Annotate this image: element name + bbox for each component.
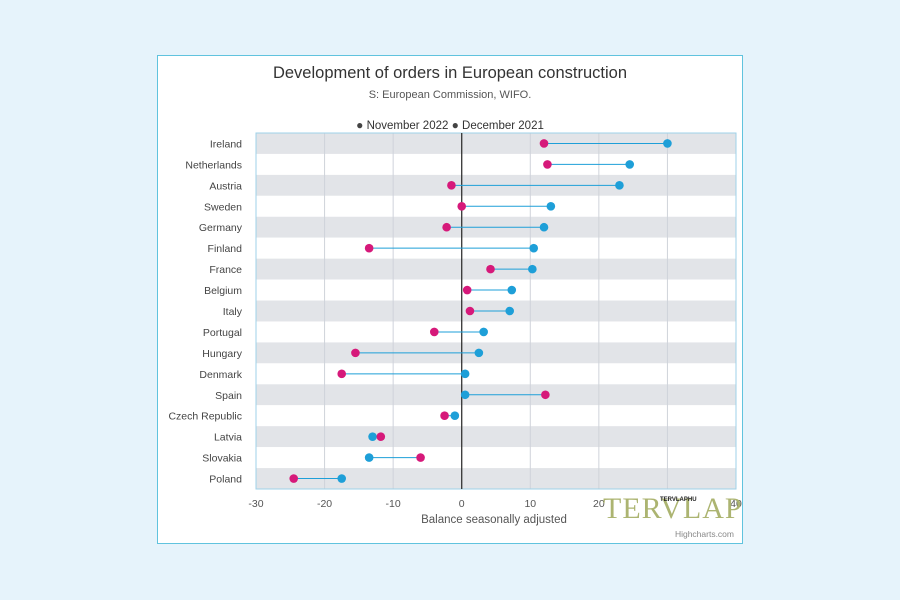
row-band xyxy=(256,133,736,154)
x-tick-label: -10 xyxy=(386,498,401,510)
legend-bullet-icon: ● xyxy=(356,118,364,132)
point-november-2022 xyxy=(539,139,549,148)
credits-link[interactable]: Highcharts.com xyxy=(674,529,734,539)
row-band xyxy=(256,153,736,175)
point-november-2022 xyxy=(376,432,386,441)
legend-label: December 2021 xyxy=(462,120,544,132)
dumbbell-chart: -30 -20 -10 0 10 20 40 Balance seasonally adjus… xyxy=(168,132,742,526)
category-label: Finland xyxy=(208,243,243,255)
category-label: Slovakia xyxy=(202,453,242,465)
point-december-2021 xyxy=(625,160,635,169)
point-december-2021 xyxy=(364,453,374,462)
x-tick-label: 10 xyxy=(524,498,536,510)
point-december-2021 xyxy=(546,201,556,211)
point-november-2022 xyxy=(457,201,467,211)
point-november-2022 xyxy=(337,369,347,379)
category-label: Sweden xyxy=(204,201,242,213)
point-december-2021 xyxy=(368,432,377,441)
x-tick-label: 40 xyxy=(730,498,742,510)
watermark-logo: TERVLAP xyxy=(603,492,743,525)
point-november-2022 xyxy=(447,181,456,190)
category-label: Poland xyxy=(209,474,242,486)
row-band xyxy=(256,342,736,364)
category-label: Italy xyxy=(223,306,243,318)
legend: ● November 2022 ● December 2021 xyxy=(158,118,742,132)
category-label: Belgium xyxy=(204,285,242,297)
point-november-2022 xyxy=(465,306,475,316)
x-axis-title: Balance seasonally adjusted xyxy=(421,514,567,526)
point-december-2021 xyxy=(474,348,484,358)
point-december-2021 xyxy=(507,285,517,295)
point-december-2021 xyxy=(663,139,672,148)
point-november-2022 xyxy=(543,160,552,169)
point-december-2021 xyxy=(450,411,460,421)
watermark-small-text: TERVLAPHU xyxy=(660,497,697,503)
x-tick-label: -30 xyxy=(248,498,263,510)
category-label: Austria xyxy=(209,180,242,192)
point-december-2021 xyxy=(615,181,624,190)
point-december-2021 xyxy=(337,474,347,483)
legend-bullet-icon: ● xyxy=(451,118,459,132)
point-november-2022 xyxy=(429,327,439,337)
category-label: Germany xyxy=(199,222,243,234)
point-december-2021 xyxy=(528,264,537,274)
row-band xyxy=(256,363,736,385)
point-november-2022 xyxy=(541,390,550,400)
x-tick-label: -20 xyxy=(317,498,332,510)
x-tick-label: 20 xyxy=(593,498,605,510)
point-november-2022 xyxy=(351,348,360,358)
legend-label: November 2022 xyxy=(366,120,449,132)
point-november-2022 xyxy=(462,285,472,295)
category-label: Portugal xyxy=(203,327,242,339)
category-label: Netherlands xyxy=(185,159,242,171)
point-december-2021 xyxy=(479,327,488,337)
point-november-2022 xyxy=(364,243,374,253)
point-december-2021 xyxy=(460,390,470,400)
point-november-2022 xyxy=(440,411,449,421)
point-december-2021 xyxy=(460,369,470,379)
category-label: Denmark xyxy=(199,369,242,381)
row-band xyxy=(256,405,736,427)
row-band xyxy=(256,447,736,469)
legend-item-december-2021[interactable]: ● December 2021 xyxy=(451,118,544,132)
point-november-2022 xyxy=(442,222,451,232)
x-tick-label: 0 xyxy=(459,498,465,510)
category-label: Latvia xyxy=(214,432,242,444)
point-december-2021 xyxy=(529,243,539,253)
row-band xyxy=(256,468,736,489)
point-november-2022 xyxy=(289,474,299,483)
point-november-2022 xyxy=(486,264,495,274)
legend-item-november-2022[interactable]: ● November 2022 xyxy=(356,118,451,132)
category-label: Spain xyxy=(215,390,242,402)
point-december-2021 xyxy=(539,222,549,232)
chart-title: Development of orders in European constr… xyxy=(272,64,628,82)
row-band xyxy=(256,426,736,448)
point-november-2022 xyxy=(416,453,425,462)
category-label: Ireland xyxy=(210,138,242,150)
row-band xyxy=(256,321,736,343)
category-label: Hungary xyxy=(202,348,242,360)
chart-card: Development of orders in European constr… xyxy=(157,55,743,544)
plot-border xyxy=(255,132,737,490)
point-december-2021 xyxy=(505,306,515,316)
category-label: France xyxy=(209,264,242,276)
category-label: Czech Republic xyxy=(168,411,242,423)
chart-subtitle: S: European Commission, WIFO. xyxy=(368,89,532,101)
